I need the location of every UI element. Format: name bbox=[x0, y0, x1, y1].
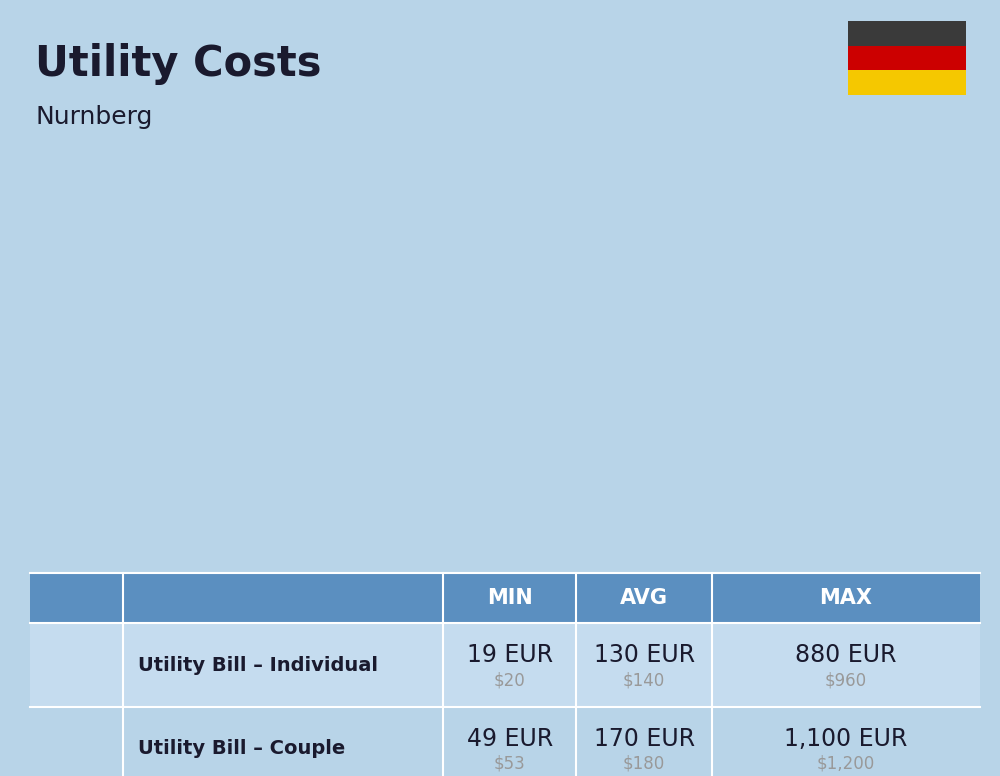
Text: Nurnberg: Nurnberg bbox=[35, 105, 152, 129]
Text: 19 EUR: 19 EUR bbox=[467, 643, 553, 667]
FancyBboxPatch shape bbox=[30, 573, 980, 623]
FancyBboxPatch shape bbox=[30, 707, 980, 776]
Text: $53: $53 bbox=[494, 755, 526, 773]
FancyBboxPatch shape bbox=[848, 21, 966, 46]
Text: MAX: MAX bbox=[820, 588, 873, 608]
Text: Utility Bill – Individual: Utility Bill – Individual bbox=[138, 656, 378, 674]
Text: $1,200: $1,200 bbox=[817, 755, 875, 773]
FancyBboxPatch shape bbox=[848, 70, 966, 95]
Text: MIN: MIN bbox=[487, 588, 533, 608]
Text: $140: $140 bbox=[623, 671, 665, 689]
Text: 1,100 EUR: 1,100 EUR bbox=[784, 727, 908, 751]
Text: 880 EUR: 880 EUR bbox=[795, 643, 897, 667]
Text: $20: $20 bbox=[494, 671, 526, 689]
Text: Utility Costs: Utility Costs bbox=[35, 43, 322, 85]
Text: 170 EUR: 170 EUR bbox=[594, 727, 695, 751]
Text: Utility Bill – Couple: Utility Bill – Couple bbox=[138, 740, 345, 758]
Text: 130 EUR: 130 EUR bbox=[594, 643, 695, 667]
Text: 49 EUR: 49 EUR bbox=[467, 727, 553, 751]
FancyBboxPatch shape bbox=[848, 46, 966, 70]
Text: $960: $960 bbox=[825, 671, 867, 689]
Text: AVG: AVG bbox=[620, 588, 668, 608]
Text: $180: $180 bbox=[623, 755, 665, 773]
FancyBboxPatch shape bbox=[30, 623, 980, 707]
